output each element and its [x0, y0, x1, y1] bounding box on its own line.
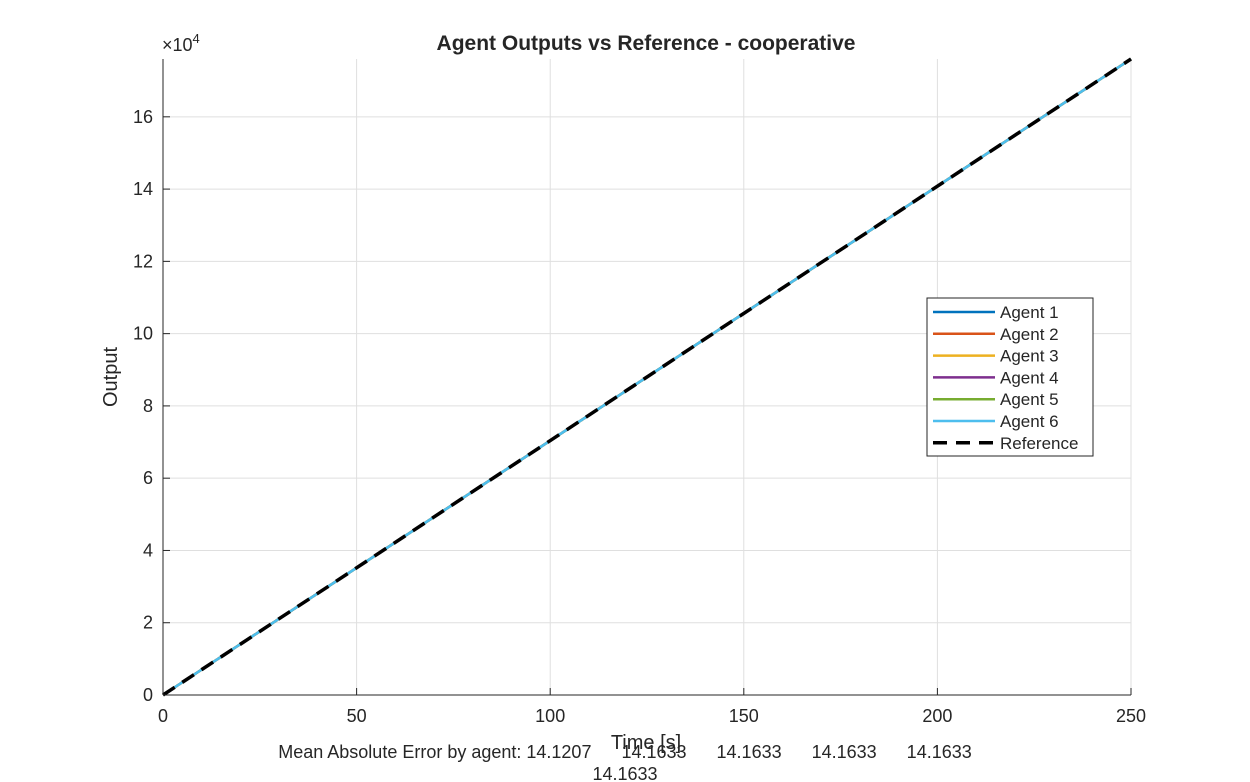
- legend-label: Agent 3: [1000, 347, 1059, 366]
- legend-label: Agent 5: [1000, 390, 1059, 409]
- x-tick-label: 100: [535, 706, 565, 726]
- x-tick-label: 0: [158, 706, 168, 726]
- legend-label: Agent 4: [1000, 368, 1059, 387]
- y-multiplier-base: ×10: [162, 35, 193, 55]
- y-tick-label: 0: [143, 685, 153, 705]
- x-axis-label: Time [s]: [611, 732, 681, 754]
- y-axis-label: Output: [100, 347, 122, 407]
- legend: Agent 1 Agent 2 Agent 3 Agent 4 Agent 5 Agent…: [926, 297, 1094, 457]
- y-tick-label: 10: [133, 324, 153, 344]
- x-tick-label: 50: [347, 706, 367, 726]
- legend-label: Agent 6: [1000, 412, 1059, 431]
- y-tick-label: 16: [133, 107, 153, 127]
- tick-labels: 0 50 100 150 200 250 0 2 4 6 8 10 12 14 16: [133, 107, 1146, 726]
- chart-title: Agent Outputs vs Reference - cooperative: [437, 32, 856, 55]
- legend-label: Reference: [1000, 434, 1078, 453]
- mae-annotation-line2: 14.1633: [592, 764, 657, 782]
- y-multiplier-exponent: 4: [193, 31, 200, 46]
- legend-label: Agent 2: [1000, 325, 1059, 344]
- x-tick-label: 250: [1116, 706, 1146, 726]
- axes: [162, 59, 1132, 696]
- x-tick-label: 200: [922, 706, 952, 726]
- y-tick-label: 12: [133, 251, 153, 271]
- y-tick-label: 2: [143, 613, 153, 633]
- series-line-reference: [162, 57, 1132, 697]
- y-tick-label: 4: [143, 540, 153, 560]
- mae-annotation-line1: Mean Absolute Error by agent: 14.1207 14…: [278, 742, 972, 762]
- y-multiplier: ×104: [162, 31, 200, 55]
- y-tick-label: 14: [133, 179, 153, 199]
- x-tick-label: 150: [729, 706, 759, 726]
- y-tick-label: 6: [143, 468, 153, 488]
- y-tick-label: 8: [143, 396, 153, 416]
- series-lines: [162, 57, 1132, 697]
- legend-label: Agent 1: [1000, 303, 1059, 322]
